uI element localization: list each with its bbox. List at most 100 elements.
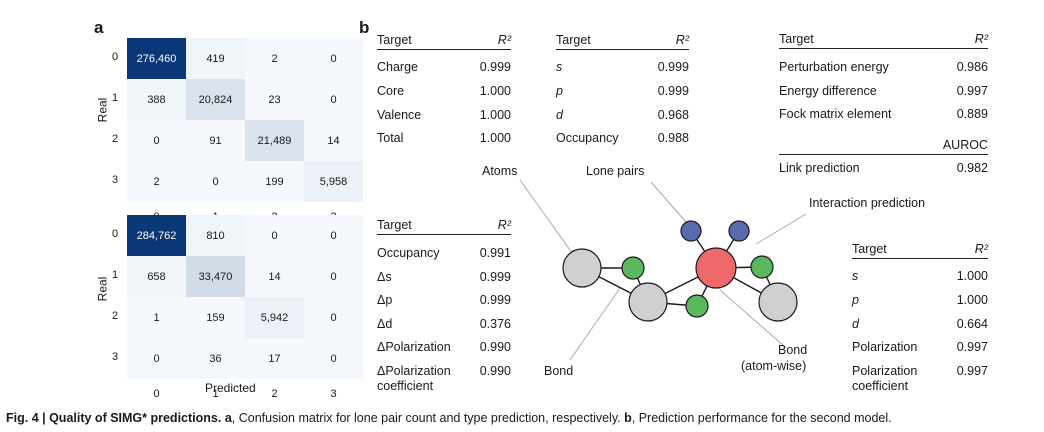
- cm-cell: 20,824: [186, 79, 245, 120]
- table-header-target: Target: [377, 218, 412, 232]
- table-cell-target: Charge: [377, 60, 418, 74]
- table-cell-value: 0.999: [479, 60, 511, 74]
- center-atom-node: [695, 247, 737, 289]
- table-cell-value: 1.000: [956, 269, 988, 283]
- table-bond-atomwise: Target R² s 1.000 p 1.000 d 0.664 Polarizati…: [852, 240, 988, 396]
- table-cell-value: 0.968: [657, 108, 689, 122]
- table-cell-value: 0.982: [956, 161, 988, 175]
- callout-line-bond-atomwise: [719, 289, 785, 347]
- table-header-r2: R²: [497, 218, 511, 232]
- label-interaction-prediction: Interaction prediction: [809, 196, 926, 210]
- table-cell-target: ΔPolarization: [377, 340, 451, 354]
- table-cell-value: 0.988: [657, 131, 689, 145]
- table-cell-value: 0.990: [479, 364, 511, 378]
- atom-node: [628, 282, 668, 322]
- atom-node: [758, 282, 798, 322]
- cm-cell: 14: [245, 256, 304, 297]
- cm-cell: 159: [186, 297, 245, 338]
- panel-b-letter: b: [359, 18, 370, 37]
- table-interaction: Target R² Perturbation energy 0.986 Energy…: [779, 30, 988, 180]
- table-cell-value: 0.664: [956, 317, 988, 331]
- table-cell-target: s: [556, 60, 563, 74]
- table-cell-value: 0.990: [479, 340, 511, 354]
- caption-title: Fig. 4 | Quality of SIMG* predictions.: [6, 411, 222, 425]
- cm-row-tick: 0: [111, 228, 119, 240]
- cm-cell: 2: [245, 38, 304, 79]
- cm-cell: 0: [186, 161, 245, 202]
- table-cell-target: Polarization: [852, 340, 918, 354]
- table-cell-value: 0.889: [956, 107, 988, 121]
- callout-lines: [519, 179, 807, 361]
- cm-cell: 284,762: [127, 215, 186, 256]
- cm-row-tick: 2: [111, 133, 119, 145]
- table-cell-value: 0.986: [956, 60, 988, 74]
- table-cell-value: 0.999: [479, 270, 511, 284]
- table-cell-target: Δd: [377, 317, 393, 331]
- table-cell-value: 1.000: [956, 293, 988, 307]
- label-lone-pairs: Lone pairs: [586, 164, 645, 178]
- confusion-matrix-top: 276,460 419 2 0 388 20,824 23 0 0 91 21,489 14 2 0 199…: [112, 38, 363, 223]
- cm-col-tick: 3: [330, 388, 337, 400]
- table-cell-target: Link prediction: [779, 161, 860, 175]
- cm-cell: 91: [186, 120, 245, 161]
- table-cell-target-line2: coefficient: [377, 379, 434, 393]
- cm-cell: 199: [245, 161, 304, 202]
- table-header-target: Target: [377, 33, 412, 47]
- graph-nodes: [562, 220, 798, 322]
- cm-cell: 2: [127, 161, 186, 202]
- table-cell-target: Occupancy: [377, 246, 440, 260]
- table-cell-target: d: [852, 317, 859, 331]
- table-cell-target: Δp: [377, 293, 393, 307]
- caption-b-label: b: [624, 411, 632, 425]
- table-subheader-auroc: AUROC: [942, 138, 988, 152]
- table-cell-value: 0.999: [657, 60, 689, 74]
- cm-row-tick: 3: [111, 351, 119, 363]
- figure-caption: Fig. 4 | Quality of SIMG* predictions. a…: [6, 411, 892, 425]
- table-header-r2: R²: [675, 33, 689, 47]
- cm-cell: 1: [127, 297, 186, 338]
- table-cell-target: p: [556, 84, 563, 98]
- table-cell-target: d: [556, 108, 563, 122]
- lone-pair-node: [728, 220, 750, 242]
- table-cell-target: Valence: [377, 108, 422, 122]
- cm-cell: 5,958: [304, 161, 363, 202]
- table-cell-target: Total: [377, 131, 404, 145]
- table-lone-pairs: Target R² s 0.999 p 0.999 d 0.968 Occupancy 0…: [556, 31, 689, 151]
- bond-node: [750, 255, 774, 279]
- cm-row-tick: 0: [111, 51, 119, 63]
- cm-cell: 276,460: [127, 38, 186, 79]
- cm-cell: 17: [245, 338, 304, 379]
- cm-row-tick: 1: [111, 269, 119, 281]
- lone-pair-node: [680, 220, 702, 242]
- bond-node: [685, 294, 709, 318]
- label-bond-atomwise-line1: Bond: [778, 343, 808, 357]
- table-cell-value: 1.000: [479, 131, 511, 145]
- table-cell-value: 0.999: [657, 84, 689, 98]
- cm-cell: 0: [304, 215, 363, 256]
- bond-node: [621, 256, 645, 280]
- callout-line-bond: [569, 287, 621, 361]
- cm-cell: 0: [245, 215, 304, 256]
- table-cell-target: Occupancy: [556, 131, 619, 145]
- cm-cell: 0: [304, 79, 363, 120]
- caption-b-text: , Prediction performance for the second …: [631, 411, 892, 425]
- table-cell-value: 0.376: [479, 317, 511, 331]
- cm-cell: 14: [304, 120, 363, 161]
- table-atoms-charge: Target R² Charge 0.999 Core 1.000 Valence 1.…: [377, 31, 511, 151]
- table-cell-target: Perturbation energy: [779, 60, 889, 74]
- graph-edges: [581, 230, 779, 307]
- table-cell-value: 1.000: [479, 84, 511, 98]
- table-cell-target-line2: coefficient: [852, 379, 909, 393]
- confusion-matrix-bottom: 284,762 810 0 0 658 33,470 14 0 1 159 5,942 0 0 36 17 0…: [112, 215, 363, 400]
- cm-cell: 419: [186, 38, 245, 79]
- atom-node: [562, 248, 602, 288]
- panel-a-letter: a: [94, 18, 104, 37]
- cm-cell: 5,942: [245, 297, 304, 338]
- table-cell-value: 1.000: [479, 108, 511, 122]
- table-header-r2: R²: [974, 32, 988, 46]
- cm-col-tick: 0: [153, 388, 160, 400]
- cm-cell: 388: [127, 79, 186, 120]
- callout-line-lone-pairs: [650, 181, 687, 223]
- caption-a-text: , Confusion matrix for lone pair count a…: [231, 411, 621, 425]
